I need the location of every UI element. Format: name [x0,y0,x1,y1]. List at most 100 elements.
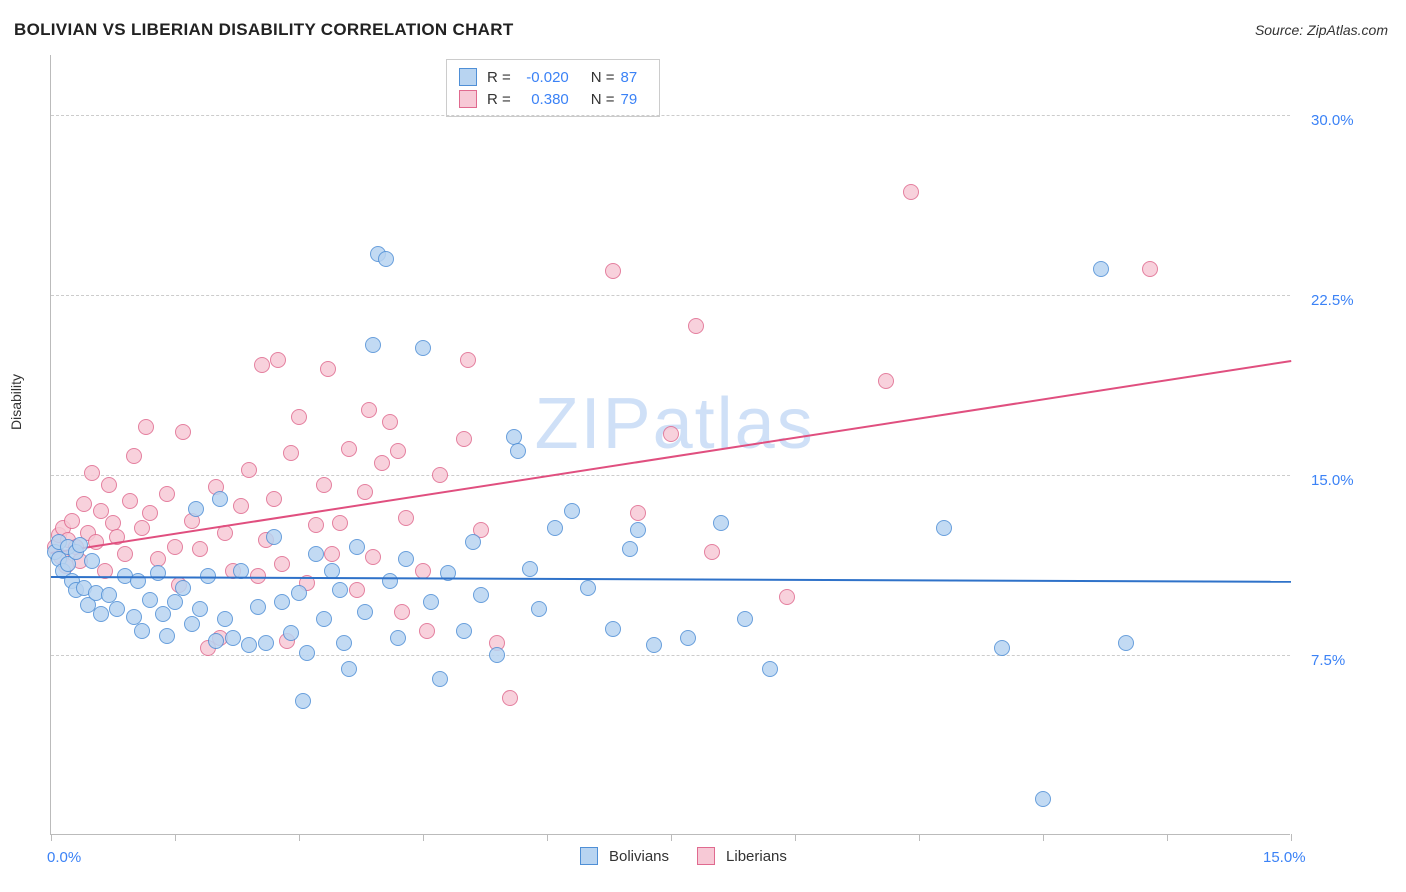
scatter-point-liberians [175,424,191,440]
plot-area: ZIPatlas R =-0.020N =87R =0.380N =79 7.5… [50,55,1290,835]
legend-label: Bolivians [609,848,669,865]
scatter-point-bolivians [93,606,109,622]
scatter-point-bolivians [622,541,638,557]
trend-line-liberians [51,360,1291,554]
scatter-point-bolivians [473,587,489,603]
scatter-point-bolivians [646,637,662,653]
scatter-point-bolivians [291,585,307,601]
scatter-point-liberians [84,465,100,481]
scatter-point-bolivians [378,251,394,267]
scatter-point-bolivians [936,520,952,536]
scatter-point-liberians [341,441,357,457]
scatter-point-bolivians [365,337,381,353]
gridline-horizontal [51,295,1290,296]
x-tick [1291,834,1292,841]
scatter-point-liberians [390,443,406,459]
scatter-point-liberians [779,589,795,605]
y-tick-label: 22.5% [1311,292,1354,309]
scatter-point-bolivians [299,645,315,661]
scatter-point-liberians [138,419,154,435]
stats-row: R =-0.020N =87 [459,66,647,88]
chart-title: BOLIVIAN VS LIBERIAN DISABILITY CORRELAT… [14,20,514,40]
stat-value-r: -0.020 [517,69,569,86]
x-tick [299,834,300,841]
scatter-point-bolivians [225,630,241,646]
scatter-point-liberians [365,549,381,565]
legend-swatch [580,847,598,865]
scatter-point-liberians [394,604,410,620]
chart-container: BOLIVIAN VS LIBERIAN DISABILITY CORRELAT… [0,0,1406,892]
scatter-point-liberians [357,484,373,500]
scatter-point-bolivians [155,606,171,622]
scatter-point-liberians [254,357,270,373]
watermark: ZIPatlas [535,383,815,465]
y-tick-label: 30.0% [1311,112,1354,129]
scatter-point-liberians [704,544,720,560]
scatter-point-liberians [76,496,92,512]
stat-label-r: R = [487,91,511,108]
scatter-point-bolivians [1093,261,1109,277]
scatter-point-liberians [142,505,158,521]
x-tick [423,834,424,841]
scatter-point-liberians [374,455,390,471]
scatter-point-bolivians [241,637,257,653]
legend-label: Liberians [726,848,787,865]
scatter-point-bolivians [531,601,547,617]
scatter-point-bolivians [134,623,150,639]
scatter-point-bolivians [432,671,448,687]
scatter-point-bolivians [72,537,88,553]
gridline-horizontal [51,655,1290,656]
scatter-point-liberians [233,498,249,514]
scatter-point-bolivians [605,621,621,637]
scatter-point-bolivians [283,625,299,641]
scatter-point-bolivians [382,573,398,589]
scatter-point-bolivians [1035,791,1051,807]
scatter-point-bolivians [580,580,596,596]
scatter-point-bolivians [398,551,414,567]
scatter-point-liberians [316,477,332,493]
stat-value-n: 79 [621,91,647,108]
scatter-point-liberians [241,462,257,478]
scatter-point-bolivians [274,594,290,610]
scatter-point-liberians [332,515,348,531]
scatter-point-liberians [502,690,518,706]
scatter-point-bolivians [208,633,224,649]
legend-swatch [459,68,477,86]
scatter-point-bolivians [316,611,332,627]
scatter-point-liberians [605,263,621,279]
scatter-point-liberians [283,445,299,461]
stat-value-r: 0.380 [517,91,569,108]
scatter-point-bolivians [680,630,696,646]
legend-swatch [459,90,477,108]
scatter-point-bolivians [175,580,191,596]
scatter-point-bolivians [564,503,580,519]
y-tick-label: 15.0% [1311,472,1354,489]
scatter-point-bolivians [423,594,439,610]
scatter-point-bolivians [109,601,125,617]
scatter-point-bolivians [295,693,311,709]
scatter-point-liberians [688,318,704,334]
scatter-point-liberians [878,373,894,389]
scatter-point-liberians [630,505,646,521]
scatter-point-bolivians [349,539,365,555]
legend-swatch [697,847,715,865]
stat-label-n: N = [591,69,615,86]
scatter-point-liberians [167,539,183,555]
scatter-point-bolivians [1118,635,1134,651]
scatter-point-liberians [159,486,175,502]
scatter-point-bolivians [336,635,352,651]
scatter-point-bolivians [713,515,729,531]
scatter-point-bolivians [630,522,646,538]
gridline-horizontal [51,475,1290,476]
scatter-point-liberians [903,184,919,200]
x-tick [1167,834,1168,841]
scatter-point-bolivians [547,520,563,536]
stat-label-r: R = [487,69,511,86]
x-tick [175,834,176,841]
scatter-point-bolivians [522,561,538,577]
scatter-point-bolivians [332,582,348,598]
scatter-point-liberians [1142,261,1158,277]
scatter-point-bolivians [465,534,481,550]
scatter-point-liberians [663,426,679,442]
scatter-point-bolivians [357,604,373,620]
